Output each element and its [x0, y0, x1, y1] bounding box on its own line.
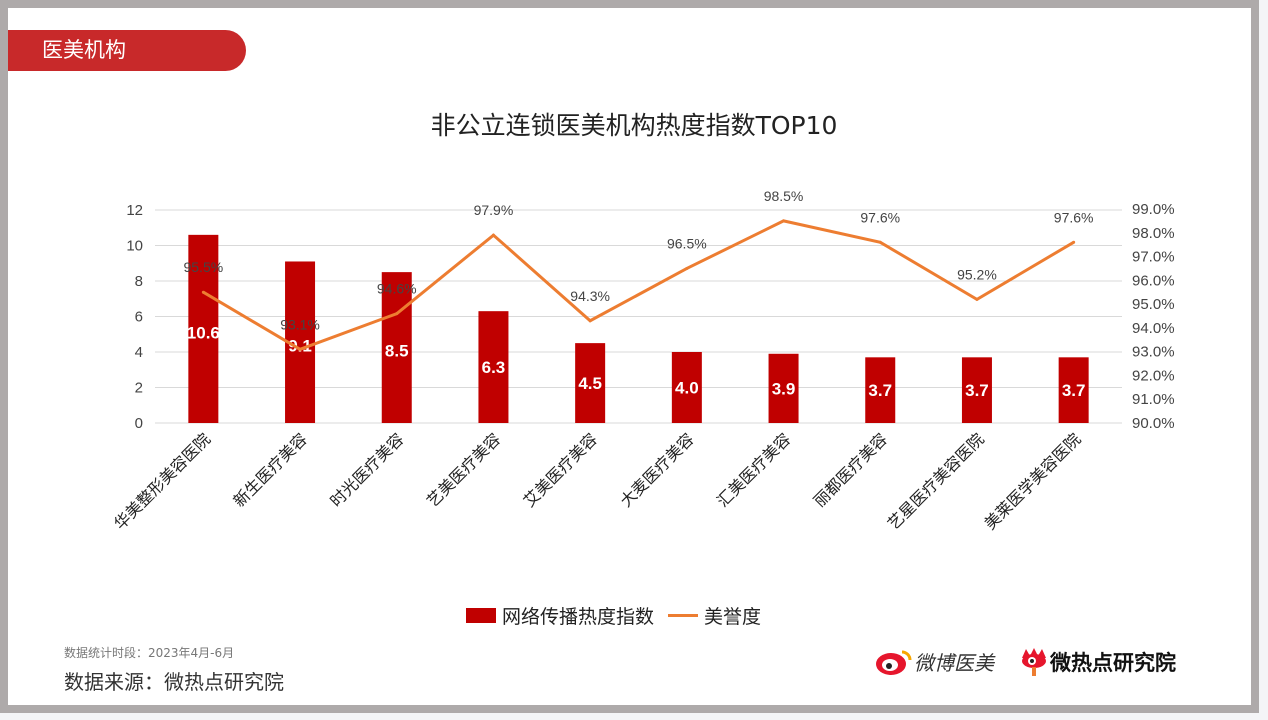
- y-right-tick-label: 93.0%: [1132, 344, 1175, 361]
- category-label: 艺美医疗美容: [423, 429, 504, 510]
- bar-data-label: 3.7: [1062, 381, 1086, 400]
- category-label: 艺星医疗美容医院: [884, 429, 988, 533]
- bar-data-label: 4.0: [675, 379, 699, 398]
- bar: [671, 352, 702, 423]
- line-data-label: 93.1%: [280, 316, 320, 332]
- y-right-tick-label: 94.0%: [1132, 320, 1175, 337]
- bar: [961, 357, 992, 423]
- section-tag: 医美机构: [8, 30, 246, 71]
- category-label: 丽都医疗美容: [810, 429, 891, 510]
- y-right-tick-label: 91.0%: [1132, 391, 1175, 408]
- bar: [478, 311, 509, 423]
- line-point: [1072, 240, 1076, 244]
- wrd-eye-icon: [1022, 648, 1046, 676]
- weibo-icon: [876, 650, 912, 675]
- y-right-tick-label: 98.0%: [1132, 225, 1175, 242]
- line-data-label: 97.6%: [1054, 209, 1094, 225]
- wrd-logo-text: 微热点研究院: [1050, 651, 1176, 675]
- y-left-tick-label: 2: [135, 380, 143, 397]
- y-left-tick-label: 8: [135, 273, 143, 290]
- y-left-tick-label: 6: [135, 309, 143, 326]
- y-left-tick-label: 0: [135, 415, 143, 432]
- line-point: [588, 319, 592, 323]
- y-right-tick-label: 97.0%: [1132, 249, 1175, 266]
- line-point: [201, 290, 205, 294]
- line-data-label: 94.6%: [377, 281, 417, 297]
- bar: [1058, 357, 1089, 423]
- legend: 网络传播热度指数 美誉度: [466, 602, 761, 629]
- wrd-logo: 微热点研究院: [1018, 646, 1176, 678]
- bar: [768, 353, 799, 423]
- line-point: [491, 233, 495, 237]
- category-label: 新生医疗美容: [230, 429, 311, 510]
- category-label: 大麦医疗美容: [616, 429, 697, 510]
- bar-data-label: 9.1: [288, 336, 312, 355]
- bar-data-label: 8.5: [385, 342, 409, 361]
- line-point: [782, 219, 786, 223]
- bar-data-label: 6.3: [482, 358, 506, 377]
- data-source: 数据来源：微热点研究院: [64, 670, 284, 694]
- line-data-label: 96.5%: [667, 235, 707, 251]
- line-data-label: 95.5%: [183, 259, 223, 275]
- line-data-label: 97.9%: [474, 202, 514, 218]
- category-label: 汇美医疗美容: [713, 429, 794, 510]
- line-data-label: 95.2%: [957, 266, 997, 282]
- line-data-label: 97.6%: [860, 209, 900, 225]
- line-data-label: 98.5%: [764, 188, 804, 204]
- bar: [575, 343, 606, 423]
- weibo-medical-logo: 微博医美: [874, 646, 994, 676]
- weibo-logo-text: 微博医美: [914, 650, 994, 675]
- y-right-tick-label: 96.0%: [1132, 272, 1175, 289]
- category-label: 美莱医学美容医院: [981, 429, 1085, 533]
- bar-data-label: 3.9: [772, 379, 796, 398]
- y-right-tick-label: 99.0%: [1132, 201, 1175, 218]
- line-point: [395, 312, 399, 316]
- line-data-label: 94.3%: [570, 288, 610, 304]
- bar: [865, 357, 896, 423]
- bar-data-label: 10.6: [187, 324, 220, 343]
- category-label: 时光医疗美容: [326, 429, 407, 510]
- bar: [188, 234, 219, 423]
- line-point: [878, 240, 882, 244]
- y-right-tick-label: 90.0%: [1132, 415, 1175, 432]
- legend-bar-swatch: [466, 608, 496, 623]
- y-left-tick-label: 4: [135, 344, 143, 361]
- chart-title: 非公立连锁医美机构热度指数TOP10: [430, 111, 838, 140]
- legend-bar-label: 网络传播热度指数: [502, 606, 655, 628]
- y-right-tick-label: 95.0%: [1132, 296, 1175, 313]
- legend-line-label: 美誉度: [704, 606, 762, 628]
- legend-line-swatch: [668, 614, 699, 617]
- y-left-tick-label: 12: [126, 202, 143, 219]
- bar-data-label: 4.5: [578, 374, 602, 393]
- bar-data-label: 3.7: [965, 381, 989, 400]
- bar-data-label: 3.7: [868, 381, 892, 400]
- line-point: [298, 347, 302, 351]
- line-point: [975, 297, 979, 301]
- line-point: [685, 266, 689, 270]
- category-label: 艾美医疗美容: [520, 429, 601, 510]
- category-label: 华美整形美容医院: [110, 429, 214, 533]
- data-period: 数据统计时段：2023年4月-6月: [64, 646, 235, 660]
- y-left-tick-label: 10: [126, 238, 143, 255]
- line-series: [202, 219, 1075, 351]
- y-right-tick-label: 92.0%: [1132, 367, 1175, 384]
- bar: [381, 272, 412, 423]
